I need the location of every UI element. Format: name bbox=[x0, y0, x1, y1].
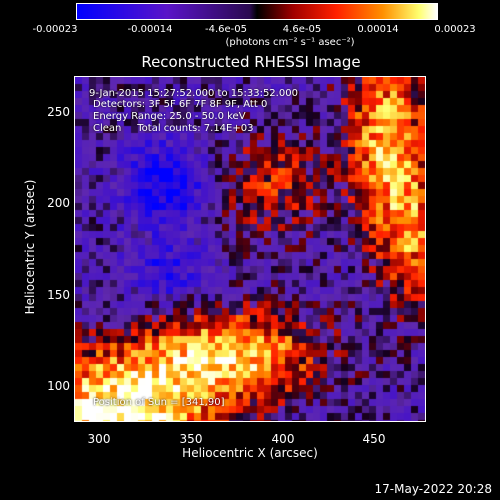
colorbar-tick-label: -0.00023 bbox=[32, 24, 78, 35]
heatmap-image bbox=[75, 77, 425, 421]
y-tick-label: 100 bbox=[47, 379, 70, 393]
plot-timestamp: 17-May-2022 20:28 bbox=[374, 482, 492, 496]
colorbar-tick-label: -0.00014 bbox=[127, 24, 173, 35]
y-tick-label: 150 bbox=[47, 288, 70, 302]
x-tick-label: 400 bbox=[271, 432, 295, 446]
x-tick-label: 450 bbox=[362, 432, 386, 446]
colorbar-tick-label: 0.00014 bbox=[357, 24, 399, 35]
colorbar-tick-label: -4.6e-05 bbox=[205, 24, 247, 35]
y-axis-label: Heliocentric Y (arcsec) bbox=[23, 179, 37, 315]
colorbar-unit-label: (photons cm⁻² s⁻¹ asec⁻²) bbox=[225, 37, 355, 48]
detectors-annotation: Detectors: 3F 5F 6F 7F 8F 9F, Att 0 bbox=[93, 99, 268, 110]
x-tick-label: 350 bbox=[179, 432, 203, 446]
time-range-annotation: 9-Jan-2015 15:27:52.000 to 15:33:52.000 bbox=[89, 88, 298, 99]
y-tick-label: 250 bbox=[47, 105, 70, 119]
energy-range-annotation: Energy Range: 25.0 - 50.0 keV bbox=[93, 111, 246, 122]
y-tick-label: 200 bbox=[47, 196, 70, 210]
chart-title: Reconstructed RHESSI Image bbox=[141, 53, 361, 71]
colorbar-gradient bbox=[77, 4, 437, 19]
sun-position-annotation: Position of Sun = [341,90] bbox=[93, 397, 225, 408]
colorbar-tick-label: 4.6e-05 bbox=[282, 24, 322, 35]
plot-area: 9-Jan-2015 15:27:52.000 to 15:33:52.000 … bbox=[74, 76, 426, 422]
method-annotation: Clean Total counts: 7.14E+03 bbox=[93, 123, 254, 134]
x-axis-label: Heliocentric X (arcsec) bbox=[182, 446, 318, 460]
x-tick-label: 300 bbox=[87, 432, 111, 446]
colorbar-tick-label: 0.00023 bbox=[434, 24, 476, 35]
colorbar bbox=[76, 3, 438, 20]
